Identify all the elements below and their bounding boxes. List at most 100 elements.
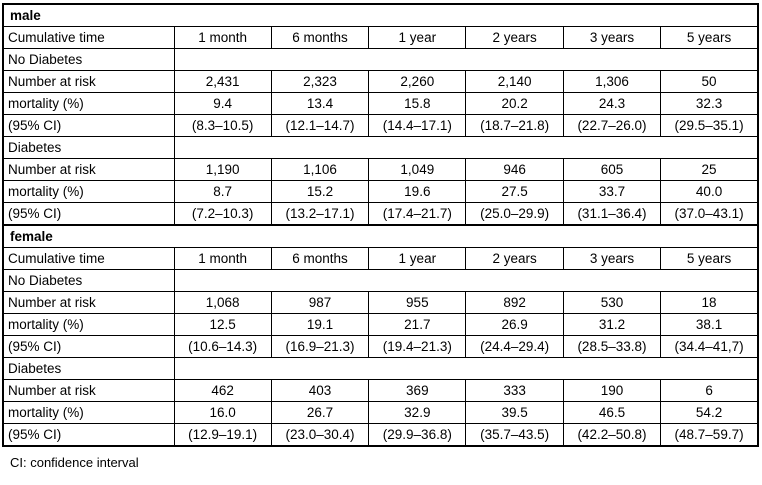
row-label: (95% CI) [2, 335, 175, 358]
value-cell: 2,323 [270, 70, 370, 93]
value-cell: 33.7 [562, 180, 662, 203]
value-cell: 333 [465, 379, 564, 402]
value-cell: 46.5 [562, 401, 662, 424]
row-label: Number at risk [2, 70, 175, 93]
row-mortality: mortality (%) 9.4 13.4 15.8 20.2 24.3 32.3 [2, 92, 759, 115]
value-cell: 2,140 [465, 70, 564, 93]
cumulative-time-label: Cumulative time [2, 26, 175, 49]
value-cell: 31.2 [562, 313, 662, 336]
value-cell: 24.3 [562, 92, 662, 115]
section-row-female: female [2, 224, 759, 248]
value-cell: 21.7 [368, 313, 467, 336]
section-title: female [2, 224, 759, 248]
row-label: mortality (%) [2, 180, 175, 203]
row-number-at-risk: Number at risk 2,431 2,323 2,260 2,140 1,306 5… [2, 70, 759, 93]
group-label: No Diabetes [2, 269, 175, 292]
value-cell: 18 [660, 291, 759, 314]
row-ci: (95% CI) (12.9–19.1) (23.0–30.4) (29.9–36.8… [2, 423, 759, 447]
group-label: No Diabetes [2, 48, 175, 71]
value-cell: (24.4–29.4) [465, 335, 564, 358]
value-cell: 32.9 [368, 401, 467, 424]
time-point-cell: 6 months [270, 247, 370, 270]
value-cell: (29.9–36.8) [368, 423, 467, 447]
time-point-cell: 1 month [173, 247, 272, 270]
value-cell: 190 [562, 379, 662, 402]
row-ci: (95% CI) (10.6–14.3) (16.9–21.3) (19.4–21.3… [2, 335, 759, 358]
value-cell: 946 [465, 158, 564, 181]
group-row: No Diabetes [2, 269, 759, 292]
value-cell: 27.5 [465, 180, 564, 203]
value-cell: (28.5–33.8) [562, 335, 662, 358]
value-cell: (25.0–29.9) [465, 202, 564, 226]
value-cell: 462 [173, 379, 272, 402]
row-mortality: mortality (%) 16.0 26.7 32.9 39.5 46.5 54.2 [2, 401, 759, 424]
value-cell: (19.4–21.3) [368, 335, 467, 358]
time-point-cell: 1 year [368, 26, 467, 49]
value-cell: 54.2 [660, 401, 759, 424]
time-point-cell: 2 years [465, 247, 564, 270]
row-label: mortality (%) [2, 92, 175, 115]
value-cell: 8.7 [173, 180, 272, 203]
value-cell: 2,260 [368, 70, 467, 93]
value-cell: 987 [270, 291, 370, 314]
value-cell: 403 [270, 379, 370, 402]
time-point-cell: 3 years [562, 26, 662, 49]
value-cell: 19.6 [368, 180, 467, 203]
value-cell: 38.1 [660, 313, 759, 336]
value-cell: (17.4–21.7) [368, 202, 467, 226]
table-footnote: CI: confidence interval [10, 455, 139, 470]
value-cell: (23.0–30.4) [270, 423, 370, 447]
value-cell: 40.0 [660, 180, 759, 203]
value-cell: (14.4–17.1) [368, 114, 467, 137]
value-cell: (13.2–17.1) [270, 202, 370, 226]
row-label: (95% CI) [2, 423, 175, 447]
value-cell: 26.7 [270, 401, 370, 424]
value-cell: 25 [660, 158, 759, 181]
page: male Cumulative time 1 month 6 months 1 year… [2, 3, 759, 470]
value-cell: (31.1–36.4) [562, 202, 662, 226]
value-cell: (10.6–14.3) [173, 335, 272, 358]
time-point-cell: 2 years [465, 26, 564, 49]
mortality-table: male Cumulative time 1 month 6 months 1 year… [2, 3, 759, 447]
row-ci: (95% CI) (7.2–10.3) (13.2–17.1) (17.4–21.7)… [2, 202, 759, 226]
row-label: Number at risk [2, 379, 175, 402]
time-header-row: Cumulative time 1 month 6 months 1 year 2 ye… [2, 26, 759, 49]
group-row: No Diabetes [2, 48, 759, 71]
group-spacer-cell [173, 269, 759, 292]
row-number-at-risk: Number at risk 1,190 1,106 1,049 946 605 25 [2, 158, 759, 181]
value-cell: 1,068 [173, 291, 272, 314]
value-cell: (37.0–43.1) [660, 202, 759, 226]
group-spacer-cell [173, 48, 759, 71]
time-point-cell: 5 years [660, 26, 759, 49]
value-cell: 20.2 [465, 92, 564, 115]
row-label: (95% CI) [2, 202, 175, 226]
value-cell: 16.0 [173, 401, 272, 424]
value-cell: 15.8 [368, 92, 467, 115]
time-point-cell: 6 months [270, 26, 370, 49]
value-cell: 32.3 [660, 92, 759, 115]
value-cell: 39.5 [465, 401, 564, 424]
value-cell: (34.4–41,7) [660, 335, 759, 358]
value-cell: 1,306 [562, 70, 662, 93]
time-header-row: Cumulative time 1 month 6 months 1 year 2 ye… [2, 247, 759, 270]
group-label: Diabetes [2, 357, 175, 380]
value-cell: (8.3–10.5) [173, 114, 272, 137]
time-point-cell: 5 years [660, 247, 759, 270]
time-point-cell: 1 year [368, 247, 467, 270]
value-cell: 1,106 [270, 158, 370, 181]
row-ci: (95% CI) (8.3–10.5) (12.1–14.7) (14.4–17.1)… [2, 114, 759, 137]
value-cell: 15.2 [270, 180, 370, 203]
value-cell: 955 [368, 291, 467, 314]
group-label: Diabetes [2, 136, 175, 159]
row-mortality: mortality (%) 8.7 15.2 19.6 27.5 33.7 40.0 [2, 180, 759, 203]
row-number-at-risk: Number at risk 1,068 987 955 892 530 18 [2, 291, 759, 314]
value-cell: 12.5 [173, 313, 272, 336]
value-cell: 1,190 [173, 158, 272, 181]
value-cell: 50 [660, 70, 759, 93]
row-label: Number at risk [2, 158, 175, 181]
value-cell: 13.4 [270, 92, 370, 115]
value-cell: 19.1 [270, 313, 370, 336]
value-cell: 1,049 [368, 158, 467, 181]
value-cell: (42.2–50.8) [562, 423, 662, 447]
value-cell: (29.5–35.1) [660, 114, 759, 137]
